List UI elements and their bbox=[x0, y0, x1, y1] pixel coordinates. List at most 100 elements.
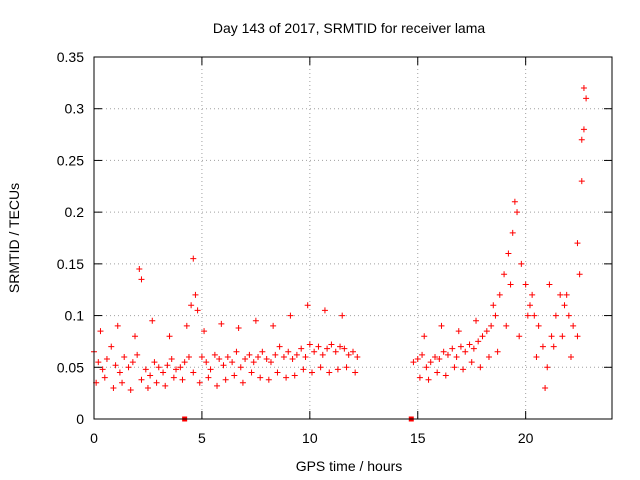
data-point bbox=[449, 345, 456, 352]
data-point bbox=[503, 322, 510, 329]
y-tick-label: 0 bbox=[76, 411, 84, 427]
data-point bbox=[302, 353, 309, 360]
data-point bbox=[410, 359, 417, 366]
data-point bbox=[462, 348, 469, 355]
data-point bbox=[567, 353, 574, 360]
data-point bbox=[95, 359, 102, 366]
data-point bbox=[147, 372, 154, 379]
data-point bbox=[535, 322, 542, 329]
data-point bbox=[511, 198, 518, 205]
x-tick-label: 10 bbox=[302, 430, 318, 446]
data-point bbox=[149, 317, 156, 324]
data-point bbox=[101, 374, 108, 381]
data-point bbox=[326, 369, 333, 376]
data-point bbox=[259, 348, 266, 355]
data-point bbox=[239, 379, 246, 386]
data-point bbox=[485, 353, 492, 360]
data-point bbox=[483, 328, 490, 335]
data-point bbox=[233, 348, 240, 355]
data-point bbox=[216, 356, 223, 363]
data-point bbox=[127, 387, 134, 394]
data-point bbox=[274, 369, 281, 376]
data-point bbox=[235, 324, 242, 331]
data-point bbox=[196, 379, 203, 386]
data-point bbox=[198, 353, 205, 360]
data-point bbox=[114, 322, 121, 329]
data-point bbox=[343, 364, 350, 371]
data-point bbox=[285, 348, 292, 355]
data-point bbox=[116, 369, 123, 376]
data-point bbox=[138, 276, 145, 283]
chart-title: Day 143 of 2017, SRMTID for receiver lam… bbox=[213, 20, 486, 36]
data-point bbox=[423, 364, 430, 371]
data-point bbox=[293, 351, 300, 358]
data-point bbox=[492, 312, 499, 319]
data-point bbox=[311, 348, 318, 355]
data-point bbox=[224, 353, 231, 360]
data-point bbox=[298, 345, 305, 352]
data-point bbox=[533, 353, 540, 360]
data-point bbox=[214, 382, 221, 389]
data-point bbox=[561, 302, 568, 309]
data-point bbox=[574, 333, 581, 340]
data-point bbox=[270, 322, 277, 329]
data-point bbox=[164, 362, 171, 369]
y-tick-label: 0.35 bbox=[57, 49, 84, 65]
data-point bbox=[576, 271, 583, 278]
data-point bbox=[132, 333, 139, 340]
data-point bbox=[190, 369, 197, 376]
data-point bbox=[529, 291, 536, 298]
data-point bbox=[339, 312, 346, 319]
data-point bbox=[308, 369, 315, 376]
data-point bbox=[516, 333, 523, 340]
data-point bbox=[468, 359, 475, 366]
data-point bbox=[112, 362, 119, 369]
data-point bbox=[166, 333, 173, 340]
x-tick-label: 5 bbox=[198, 430, 206, 446]
data-point bbox=[444, 351, 451, 358]
data-point bbox=[354, 353, 361, 360]
y-tick-label: 0.25 bbox=[57, 152, 84, 168]
data-point bbox=[570, 322, 577, 329]
data-point bbox=[265, 376, 272, 383]
data-point bbox=[328, 341, 335, 348]
x-axis-label: GPS time / hours bbox=[296, 458, 403, 474]
data-point bbox=[332, 348, 339, 355]
data-point bbox=[526, 302, 533, 309]
data-point bbox=[583, 95, 590, 102]
data-point bbox=[144, 384, 151, 391]
data-point bbox=[99, 366, 106, 373]
data-point bbox=[580, 126, 587, 133]
y-tick-label: 0.1 bbox=[65, 308, 85, 324]
x-tick-label: 0 bbox=[90, 430, 98, 446]
data-point bbox=[280, 353, 287, 360]
data-point bbox=[108, 343, 115, 350]
data-point bbox=[192, 291, 199, 298]
data-point bbox=[300, 366, 307, 373]
data-point bbox=[550, 343, 557, 350]
data-point bbox=[505, 250, 512, 257]
data-point bbox=[425, 376, 432, 383]
data-point bbox=[496, 291, 503, 298]
data-point bbox=[211, 351, 218, 358]
data-point bbox=[557, 291, 564, 298]
data-point bbox=[321, 307, 328, 314]
data-point bbox=[252, 317, 259, 324]
data-point bbox=[438, 322, 445, 329]
data-point bbox=[337, 343, 344, 350]
data-point bbox=[352, 369, 359, 376]
data-point bbox=[466, 341, 473, 348]
data-point bbox=[479, 333, 486, 340]
data-point bbox=[220, 362, 227, 369]
data-point bbox=[173, 366, 180, 373]
data-point bbox=[546, 281, 553, 288]
data-point bbox=[177, 364, 184, 371]
data-point bbox=[183, 322, 190, 329]
data-point bbox=[248, 369, 255, 376]
data-points bbox=[91, 85, 590, 394]
data-point bbox=[531, 312, 538, 319]
data-point bbox=[334, 366, 341, 373]
data-point bbox=[155, 364, 162, 371]
y-tick-label: 0.2 bbox=[65, 204, 85, 220]
data-point bbox=[470, 345, 477, 352]
